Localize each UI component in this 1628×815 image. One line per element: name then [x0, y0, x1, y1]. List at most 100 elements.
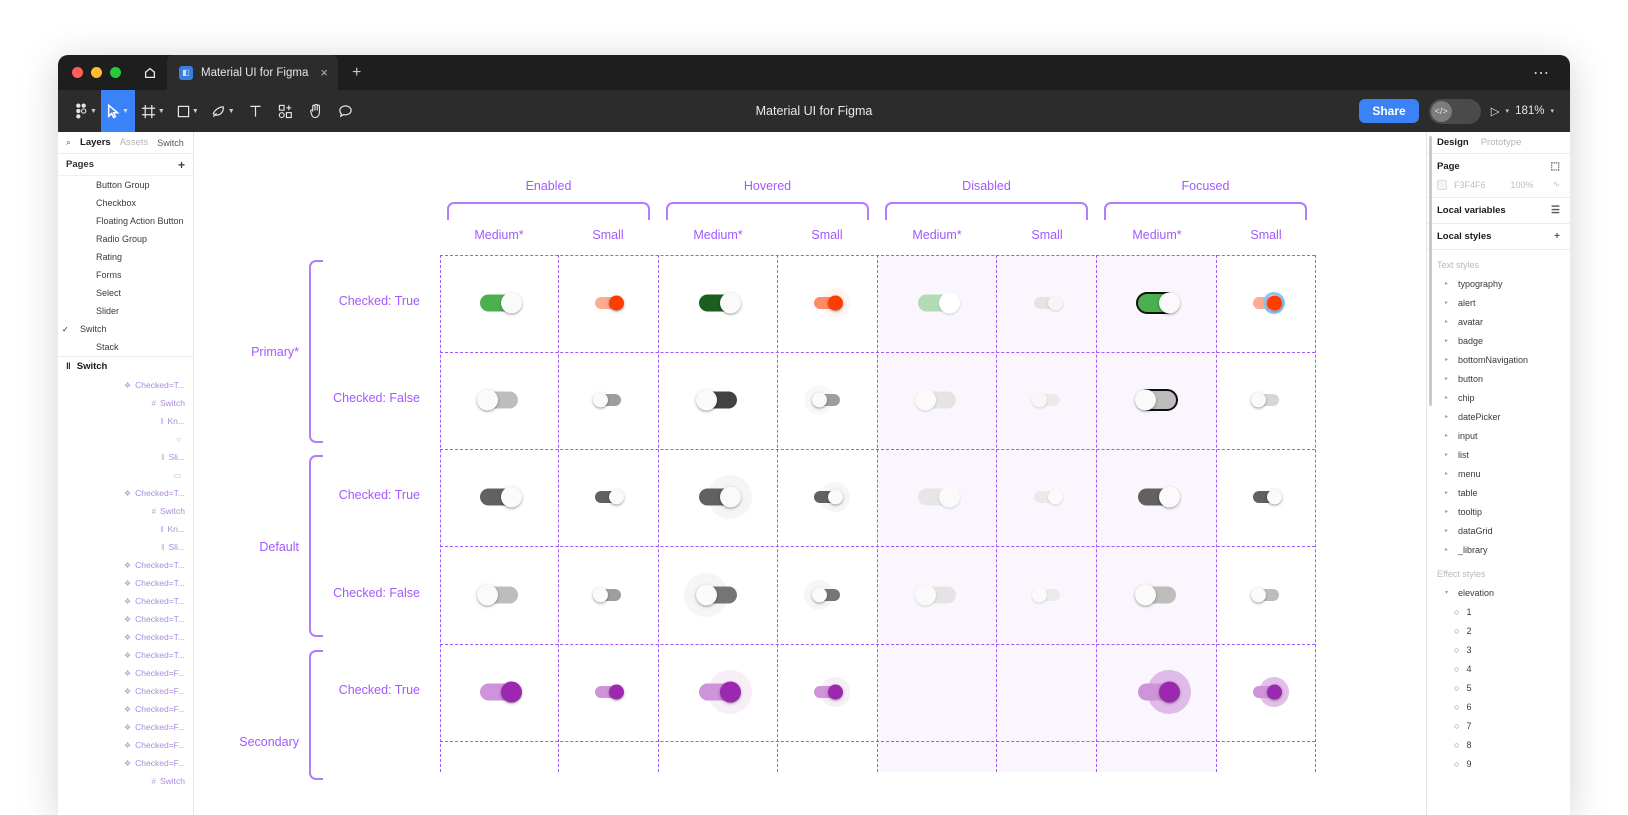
layer-tree-item[interactable]: ❖Checked=F... [58, 682, 193, 700]
layer-tree-item[interactable]: ❖Checked=F... [58, 664, 193, 682]
page-item-slider[interactable]: Slider [58, 302, 193, 320]
page-fill-row[interactable]: F3F4F6 100% ∿ [1437, 179, 1560, 190]
close-window-button[interactable] [72, 67, 83, 78]
switch-primary-off-enabled-medium[interactable] [473, 385, 525, 415]
layer-tree-item[interactable]: ❖Checked=F... [58, 754, 193, 772]
resources-tool-button[interactable] [271, 90, 301, 132]
switch-thumb[interactable] [1032, 588, 1047, 603]
switch-primary-on-focused-small[interactable] [1248, 292, 1284, 314]
switch-thumb[interactable] [477, 585, 498, 606]
add-page-button[interactable]: + [178, 158, 185, 172]
switch-thumb[interactable] [1251, 588, 1266, 603]
switch-thumb[interactable] [593, 588, 608, 603]
switch-primary-off-hovered-medium[interactable] [692, 385, 744, 415]
page-item-switch[interactable]: ✓Switch [58, 320, 193, 338]
dev-mode-toggle[interactable]: </> [1429, 99, 1481, 124]
tab-assets[interactable]: Assets [120, 137, 149, 148]
layer-tree-item[interactable]: ❖Checked=T... [58, 592, 193, 610]
switch-default-on-hovered-medium[interactable] [692, 482, 744, 512]
layer-tree-item[interactable]: ❖Checked=F... [58, 736, 193, 754]
page-item-floating-action-button[interactable]: Floating Action Button [58, 212, 193, 230]
switch-default-off-focused-small[interactable] [1248, 584, 1284, 606]
chevron-right-icon[interactable]: ▸ [1445, 280, 1452, 287]
variables-icon[interactable]: ☰ [1551, 205, 1560, 216]
switch-default-off-hovered-medium[interactable] [692, 580, 744, 610]
switch-thumb[interactable] [939, 487, 960, 508]
chevron-right-icon[interactable]: ▸ [1445, 318, 1452, 325]
switch-thumb[interactable] [720, 487, 741, 508]
switch-thumb[interactable] [1267, 296, 1282, 311]
layer-tree-item[interactable]: ❖Checked=F... [58, 700, 193, 718]
text-style-badge[interactable]: ▸badge [1437, 331, 1560, 350]
switch-primary-on-hovered-medium[interactable] [692, 288, 744, 318]
chevron-right-icon[interactable]: ▸ [1445, 413, 1452, 420]
new-tab-button[interactable]: + [338, 64, 375, 82]
tab-design[interactable]: Design [1437, 137, 1469, 148]
chevron-right-icon[interactable]: ▸ [1445, 356, 1452, 363]
effect-style-3[interactable]: ○3 [1437, 640, 1560, 659]
page-item-select[interactable]: Select [58, 284, 193, 302]
page-item-checkbox[interactable]: Checkbox [58, 194, 193, 212]
text-style-library[interactable]: ▸_library [1437, 540, 1560, 559]
effect-style-1[interactable]: ○1 [1437, 602, 1560, 621]
search-icon[interactable]: ⌕ [66, 137, 71, 148]
switch-default-off-hovered-small[interactable] [809, 584, 845, 606]
text-style-bottomNavigation[interactable]: ▸bottomNavigation [1437, 350, 1560, 369]
tab-prototype[interactable]: Prototype [1481, 137, 1522, 148]
switch-secondary-on-enabled-medium[interactable] [473, 677, 525, 707]
chevron-right-icon[interactable]: ▸ [1445, 432, 1452, 439]
switch-thumb[interactable] [1267, 490, 1282, 505]
switch-thumb[interactable] [593, 393, 608, 408]
layer-tree-item[interactable]: ❖Checked=T... [58, 484, 193, 502]
switch-thumb[interactable] [1135, 390, 1156, 411]
effect-style-6[interactable]: ○6 [1437, 697, 1560, 716]
switch-thumb[interactable] [828, 490, 843, 505]
layer-tree-item[interactable]: ❖Checked=T... [58, 376, 193, 394]
effect-style-9[interactable]: ○9 [1437, 754, 1560, 773]
switch-default-on-hovered-small[interactable] [809, 486, 845, 508]
switch-thumb[interactable] [1267, 685, 1282, 700]
text-style-dataGrid[interactable]: ▸dataGrid [1437, 521, 1560, 540]
text-style-menu[interactable]: ▸menu [1437, 464, 1560, 483]
effect-style-4[interactable]: ○4 [1437, 659, 1560, 678]
export-image-icon[interactable]: ⬚ [1551, 161, 1560, 172]
layer-tree-item[interactable]: ❖Checked=F... [58, 718, 193, 736]
local-variables-section[interactable]: Local variables ☰ [1427, 198, 1570, 224]
fill-style-icon[interactable]: ∿ [1552, 179, 1560, 190]
switch-thumb[interactable] [696, 390, 717, 411]
switch-thumb[interactable] [501, 682, 522, 703]
move-tool-button[interactable]: ▼ [101, 90, 135, 132]
switch-thumb[interactable] [1032, 393, 1047, 408]
layer-tree-item[interactable]: ▭ [58, 466, 193, 484]
layer-tree-item[interactable]: #Switch [58, 772, 193, 790]
switch-default-off-enabled-small[interactable] [590, 584, 626, 606]
text-tool-button[interactable] [241, 90, 271, 132]
switch-default-on-enabled-small[interactable] [590, 486, 626, 508]
switch-thumb[interactable] [1135, 585, 1156, 606]
text-style-input[interactable]: ▸input [1437, 426, 1560, 445]
switch-thumb[interactable] [828, 296, 843, 311]
chevron-right-icon[interactable]: ▸ [1445, 489, 1452, 496]
text-style-datePicker[interactable]: ▸datePicker [1437, 407, 1560, 426]
layer-tree-item[interactable]: ❖Checked=T... [58, 646, 193, 664]
switch-secondary-on-hovered-medium[interactable] [692, 677, 744, 707]
layer-tree-item[interactable]: #Switch [58, 502, 193, 520]
chevron-right-icon[interactable]: ▸ [1445, 394, 1452, 401]
layer-tree-item[interactable]: ❖Checked=T... [58, 610, 193, 628]
comment-tool-button[interactable] [331, 90, 361, 132]
switch-thumb[interactable] [812, 588, 827, 603]
page-item-radio-group[interactable]: Radio Group [58, 230, 193, 248]
switch-thumb[interactable] [939, 293, 960, 314]
close-icon[interactable]: × [316, 65, 328, 80]
switch-thumb[interactable] [1048, 296, 1063, 311]
switch-primary-on-hovered-small[interactable] [809, 292, 845, 314]
page-fill-hex[interactable]: F3F4F6 [1454, 180, 1486, 190]
present-icon[interactable]: ▷ [1491, 104, 1500, 118]
share-button[interactable]: Share [1359, 99, 1418, 123]
layer-tree-item[interactable]: ❖Checked=T... [58, 628, 193, 646]
chevron-down-icon[interactable]: ▾ [1445, 589, 1452, 596]
switch-secondary-on-focused-medium[interactable] [1131, 677, 1183, 707]
switch-default-off-disabled-small[interactable] [1029, 584, 1065, 606]
switch-primary-on-disabled-small[interactable] [1029, 292, 1065, 314]
